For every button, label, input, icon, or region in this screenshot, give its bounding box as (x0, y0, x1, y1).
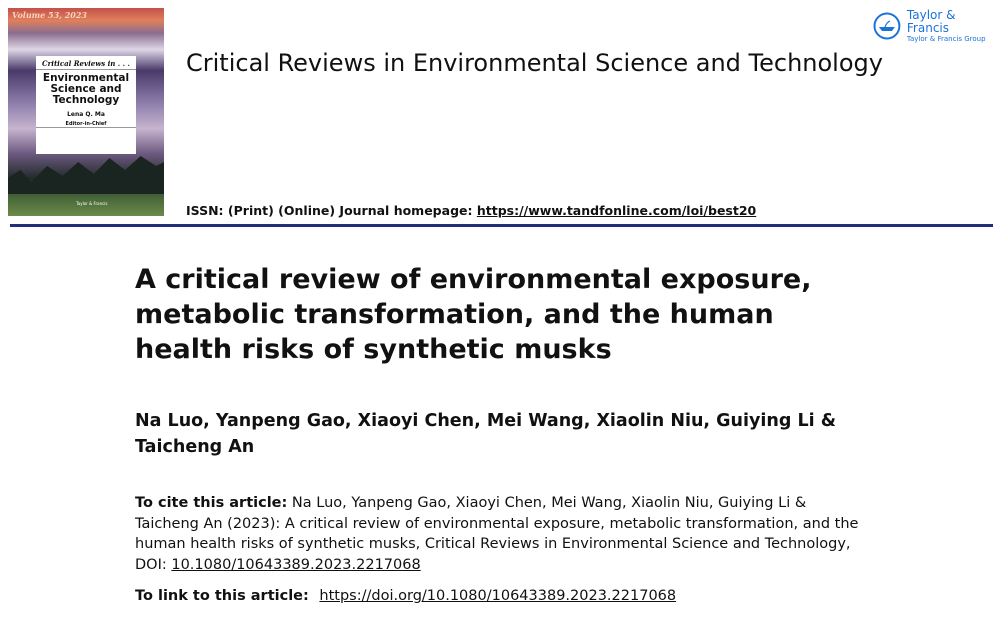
article-link-line: To link to this article: https://doi.org… (135, 588, 676, 604)
issn-line: ISSN: (Print) (Online) Journal homepage:… (186, 203, 756, 218)
issn-label: ISSN: (Print) (Online) Journal homepage: (186, 203, 473, 218)
cite-label: To cite this article: (135, 495, 288, 511)
citation: To cite this article: Na Luo, Yanpeng Ga… (135, 493, 870, 575)
article-title: A critical review of environmental expos… (135, 264, 812, 365)
cover-editor: Lena Q. Ma (67, 111, 105, 118)
cover-title: Environmental Science and Technology (42, 72, 130, 106)
article-url-link[interactable]: https://doi.org/10.1080/10643389.2023.22… (319, 588, 677, 604)
publisher-logo: Taylor & Francis Taylor & Francis Group (873, 9, 1001, 43)
doi-link[interactable]: 10.1080/10643389.2023.2217068 (171, 556, 421, 573)
cover-volume: Volume 53, 2023 (12, 10, 87, 20)
journal-homepage-link[interactable]: https://www.tandfonline.com/loi/best20 (476, 203, 757, 218)
link-label: To link to this article: (135, 588, 309, 604)
cover-editor-role: Editor-in-Chief (36, 121, 136, 128)
publisher-lamp-icon (873, 12, 901, 40)
journal-name: Critical Reviews in Environmental Scienc… (186, 49, 883, 77)
journal-cover-image: Volume 53, 2023 Critical Reviews in . . … (8, 8, 164, 216)
publisher-name: Taylor & Francis (906, 8, 956, 35)
cite-text: Na Luo, Yanpeng Gao, Xiaoyi Chen, Mei Wa… (135, 495, 859, 573)
cover-trees (8, 156, 164, 194)
cover-series: Critical Reviews in . . . (36, 59, 136, 70)
publisher-group: Taylor & Francis Group (906, 35, 986, 43)
header-divider (10, 224, 993, 227)
article-authors: Na Luo, Yanpeng Gao, Xiaoyi Chen, Mei Wa… (135, 411, 836, 457)
cover-title-box: Critical Reviews in . . . Environmental … (36, 56, 136, 154)
cover-publisher: Taylor & Francis (76, 201, 108, 206)
